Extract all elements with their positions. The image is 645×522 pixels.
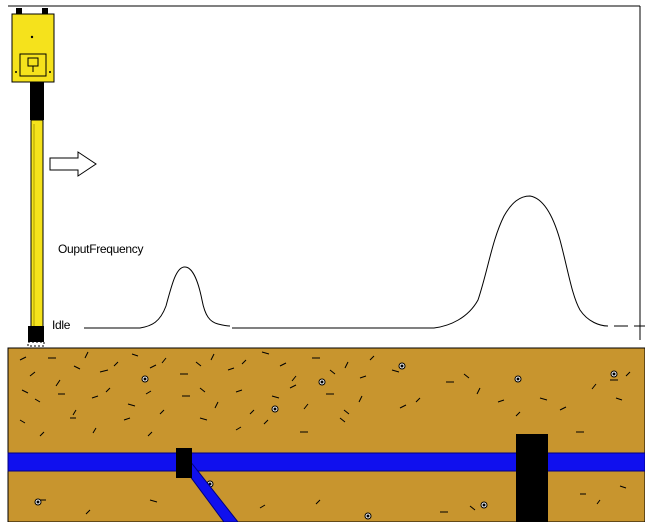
- sweep-arrow-icon: [49, 151, 97, 177]
- pipe-junction: [176, 448, 192, 478]
- diagram-frame: [8, 5, 641, 340]
- metal-detector-icon: [11, 8, 55, 347]
- frequency-signal-trace: [84, 195, 645, 329]
- buried-pipe: [7, 452, 645, 472]
- output-frequency-label: OuputFrequency: [58, 242, 144, 256]
- soil-ground: [7, 347, 645, 522]
- soil-stones: [34, 362, 618, 520]
- buried-post: [516, 434, 548, 522]
- idle-label: Idle: [52, 318, 71, 332]
- soil-specks: [19, 351, 631, 515]
